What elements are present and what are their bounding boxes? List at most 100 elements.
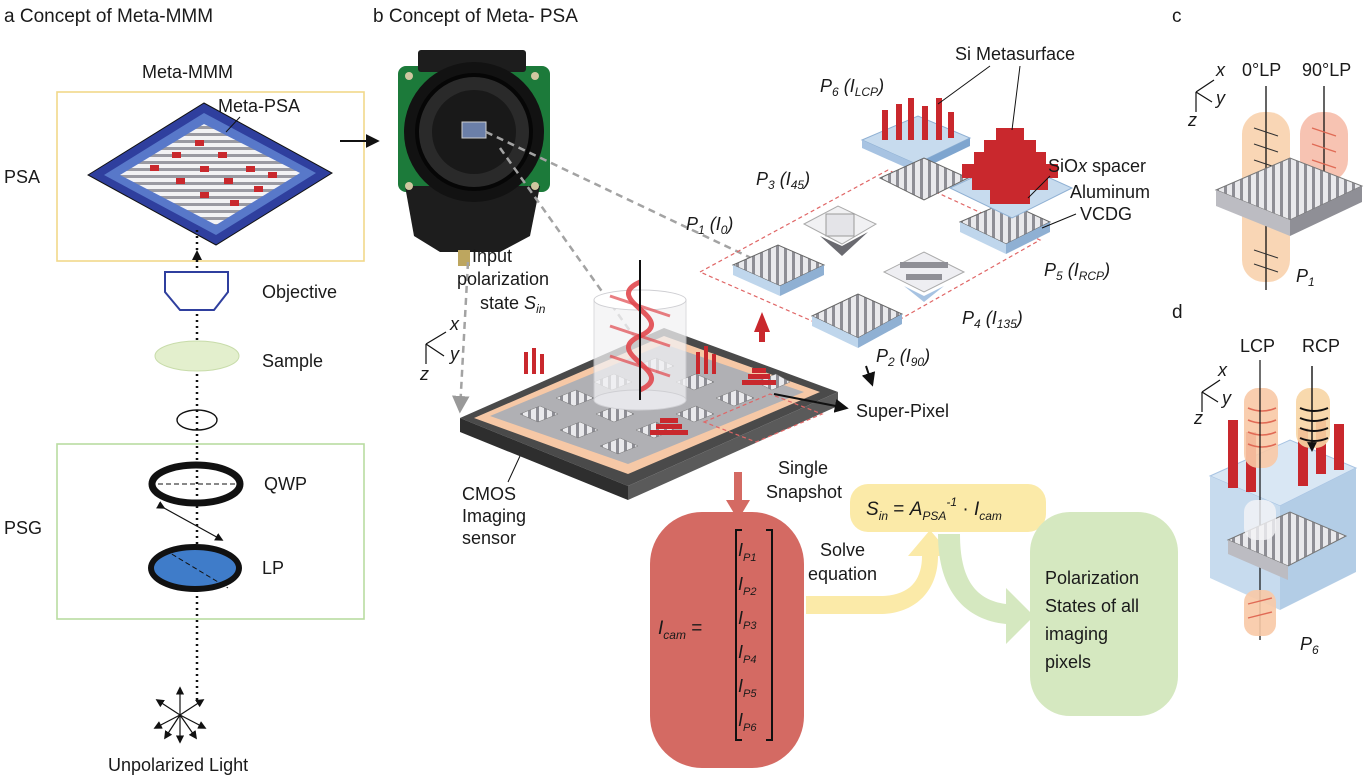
result-label-line1: Polarization: [1045, 568, 1139, 588]
sio-leader: [1027, 175, 1051, 199]
psg-label: PSG: [4, 518, 42, 538]
axis-b-z: z: [419, 364, 429, 384]
grating-c-front: [1290, 186, 1362, 236]
axes-c-icon: [1195, 79, 1215, 112]
vcdg-label: VCDG: [1080, 204, 1132, 224]
p5-label: P5 (IRCP): [1044, 260, 1110, 283]
meta-mmm-chip: [87, 102, 333, 246]
panel-a-heading: a Concept of Meta-MMM: [4, 6, 213, 27]
psa-box: [56, 91, 365, 262]
panel-d: d LCP RCP x y z P6: [1172, 302, 1358, 657]
input-label-line2: polarization: [457, 269, 549, 289]
vector-entry-3: IP3: [738, 608, 757, 632]
panel-c: c x y z 0°LP 90°LP P1: [1172, 6, 1364, 290]
sio-spacer-label: SiOx spacer: [1048, 156, 1146, 176]
panel-b: b Concept of Meta- PSA x y z: [373, 6, 1150, 548]
vector-entry-4: IP4: [738, 642, 756, 666]
vcdg-leader: [1041, 213, 1077, 229]
snapshot-arrow-shaft: [734, 472, 742, 502]
formula-box: [850, 484, 1046, 532]
transmitted-field-lines-d: [1247, 597, 1273, 619]
result-box: [1030, 512, 1178, 716]
axis-b-x: x: [449, 314, 460, 334]
sample-label: Sample: [262, 351, 323, 371]
result-label-line4: pixels: [1045, 652, 1091, 672]
psa-label: PSA: [4, 167, 40, 187]
super-pixel-label: Super-Pixel: [856, 401, 949, 421]
panel-b-heading: b Concept of Meta- PSA: [373, 6, 578, 27]
light-path-arrowhead: [192, 250, 202, 260]
result-arrow: [938, 534, 1034, 644]
axes-b-icon: [425, 331, 447, 364]
projection-line-left: [452, 261, 470, 414]
icam-label: Icam =: [658, 618, 702, 642]
vector-entry-1: IP1: [738, 540, 756, 564]
si-leader-2: [1011, 65, 1021, 131]
rcp-label: RCP: [1302, 336, 1340, 356]
p1-label: P1 (I0): [686, 214, 733, 237]
objective-label: Objective: [262, 282, 337, 302]
axis-b-y: y: [448, 344, 460, 364]
meta-mmm-label: Meta-MMM: [142, 62, 233, 82]
solve-label-line2: equation: [808, 564, 877, 584]
lcp-helix: [1247, 407, 1277, 448]
cmos-label-line2: Imaging: [462, 506, 526, 526]
axis-d-x: x: [1217, 360, 1228, 380]
axis-c-z: z: [1187, 110, 1197, 130]
beam-lcp: [1244, 388, 1278, 468]
cmos-sensor: [460, 260, 838, 500]
meta-psa-label: Meta-PSA: [218, 96, 300, 116]
axis-d-y: y: [1220, 388, 1232, 408]
unpolarized-light-icon: [153, 686, 207, 744]
snapshot-arrowhead: [726, 500, 750, 520]
axis-d-z: z: [1193, 408, 1203, 428]
projection-line-right: [485, 130, 776, 270]
beam-d-out: [1244, 590, 1276, 636]
p1-c-label: P1: [1296, 266, 1315, 289]
axis-c-x: x: [1215, 60, 1226, 80]
lp-label: LP: [262, 558, 284, 578]
objective-icon: [164, 271, 229, 311]
grating-c-side: [1216, 190, 1290, 236]
snapshot-label-line2: Snapshot: [766, 482, 842, 502]
panel-a: a Concept of Meta-MMM Meta-MMM PSA Meta-…: [4, 6, 380, 775]
cmos-label-line1: CMOS: [462, 484, 516, 504]
p4-label: P4 (I135): [962, 308, 1023, 331]
rcp-helix: [1299, 407, 1329, 442]
lp90-label: 90°LP: [1302, 60, 1351, 80]
si-metasurface-label: Si Metasurface: [955, 44, 1075, 64]
polarization-ellipse-icon: [176, 409, 218, 431]
beam-d-through: [1244, 500, 1276, 540]
vector-bracket-right: [766, 529, 773, 741]
super-pixel-detail: [698, 98, 1074, 348]
psg-box: [56, 443, 365, 620]
vector-entry-6: IP6: [738, 710, 757, 734]
vector-entry-5: IP5: [738, 676, 757, 700]
panel-d-heading: d: [1172, 302, 1183, 323]
p2-label: P2 (I90): [876, 346, 930, 369]
aluminum-label: Aluminum: [1070, 182, 1150, 202]
formula-text: Sin = APSA-1 · Icam: [866, 495, 1002, 523]
lp0-label: 0°LP: [1242, 60, 1281, 80]
lp90-field-lines: [1311, 127, 1337, 169]
vector-bracket-left: [735, 529, 742, 741]
input-label-line1: Input: [472, 246, 512, 266]
grating-d-side: [1228, 540, 1288, 580]
si-leader-1: [937, 65, 991, 105]
solve-arrow: [806, 530, 952, 614]
result-label-line2: States of all: [1045, 596, 1139, 616]
vector-entry-2: IP2: [738, 574, 756, 598]
cmos-leader: [507, 455, 521, 483]
projection-line-center: [498, 147, 642, 346]
cmos-label-line3: sensor: [462, 528, 516, 548]
input-label-line3: state Sin: [480, 293, 546, 316]
equation-block: Icam = IP1 IP2 IP3 IP4 IP5 IP6 Solve equ…: [650, 484, 1178, 768]
axes-d-icon: [1201, 379, 1221, 412]
p6-label: P6 (ILCP): [820, 76, 884, 99]
p3-label: P3 (I45): [756, 169, 810, 192]
result-label-line3: imaging: [1045, 624, 1108, 644]
polarization-double-arrow: [156, 501, 224, 541]
camera-icon: [398, 50, 550, 266]
sample-icon: [154, 340, 240, 372]
